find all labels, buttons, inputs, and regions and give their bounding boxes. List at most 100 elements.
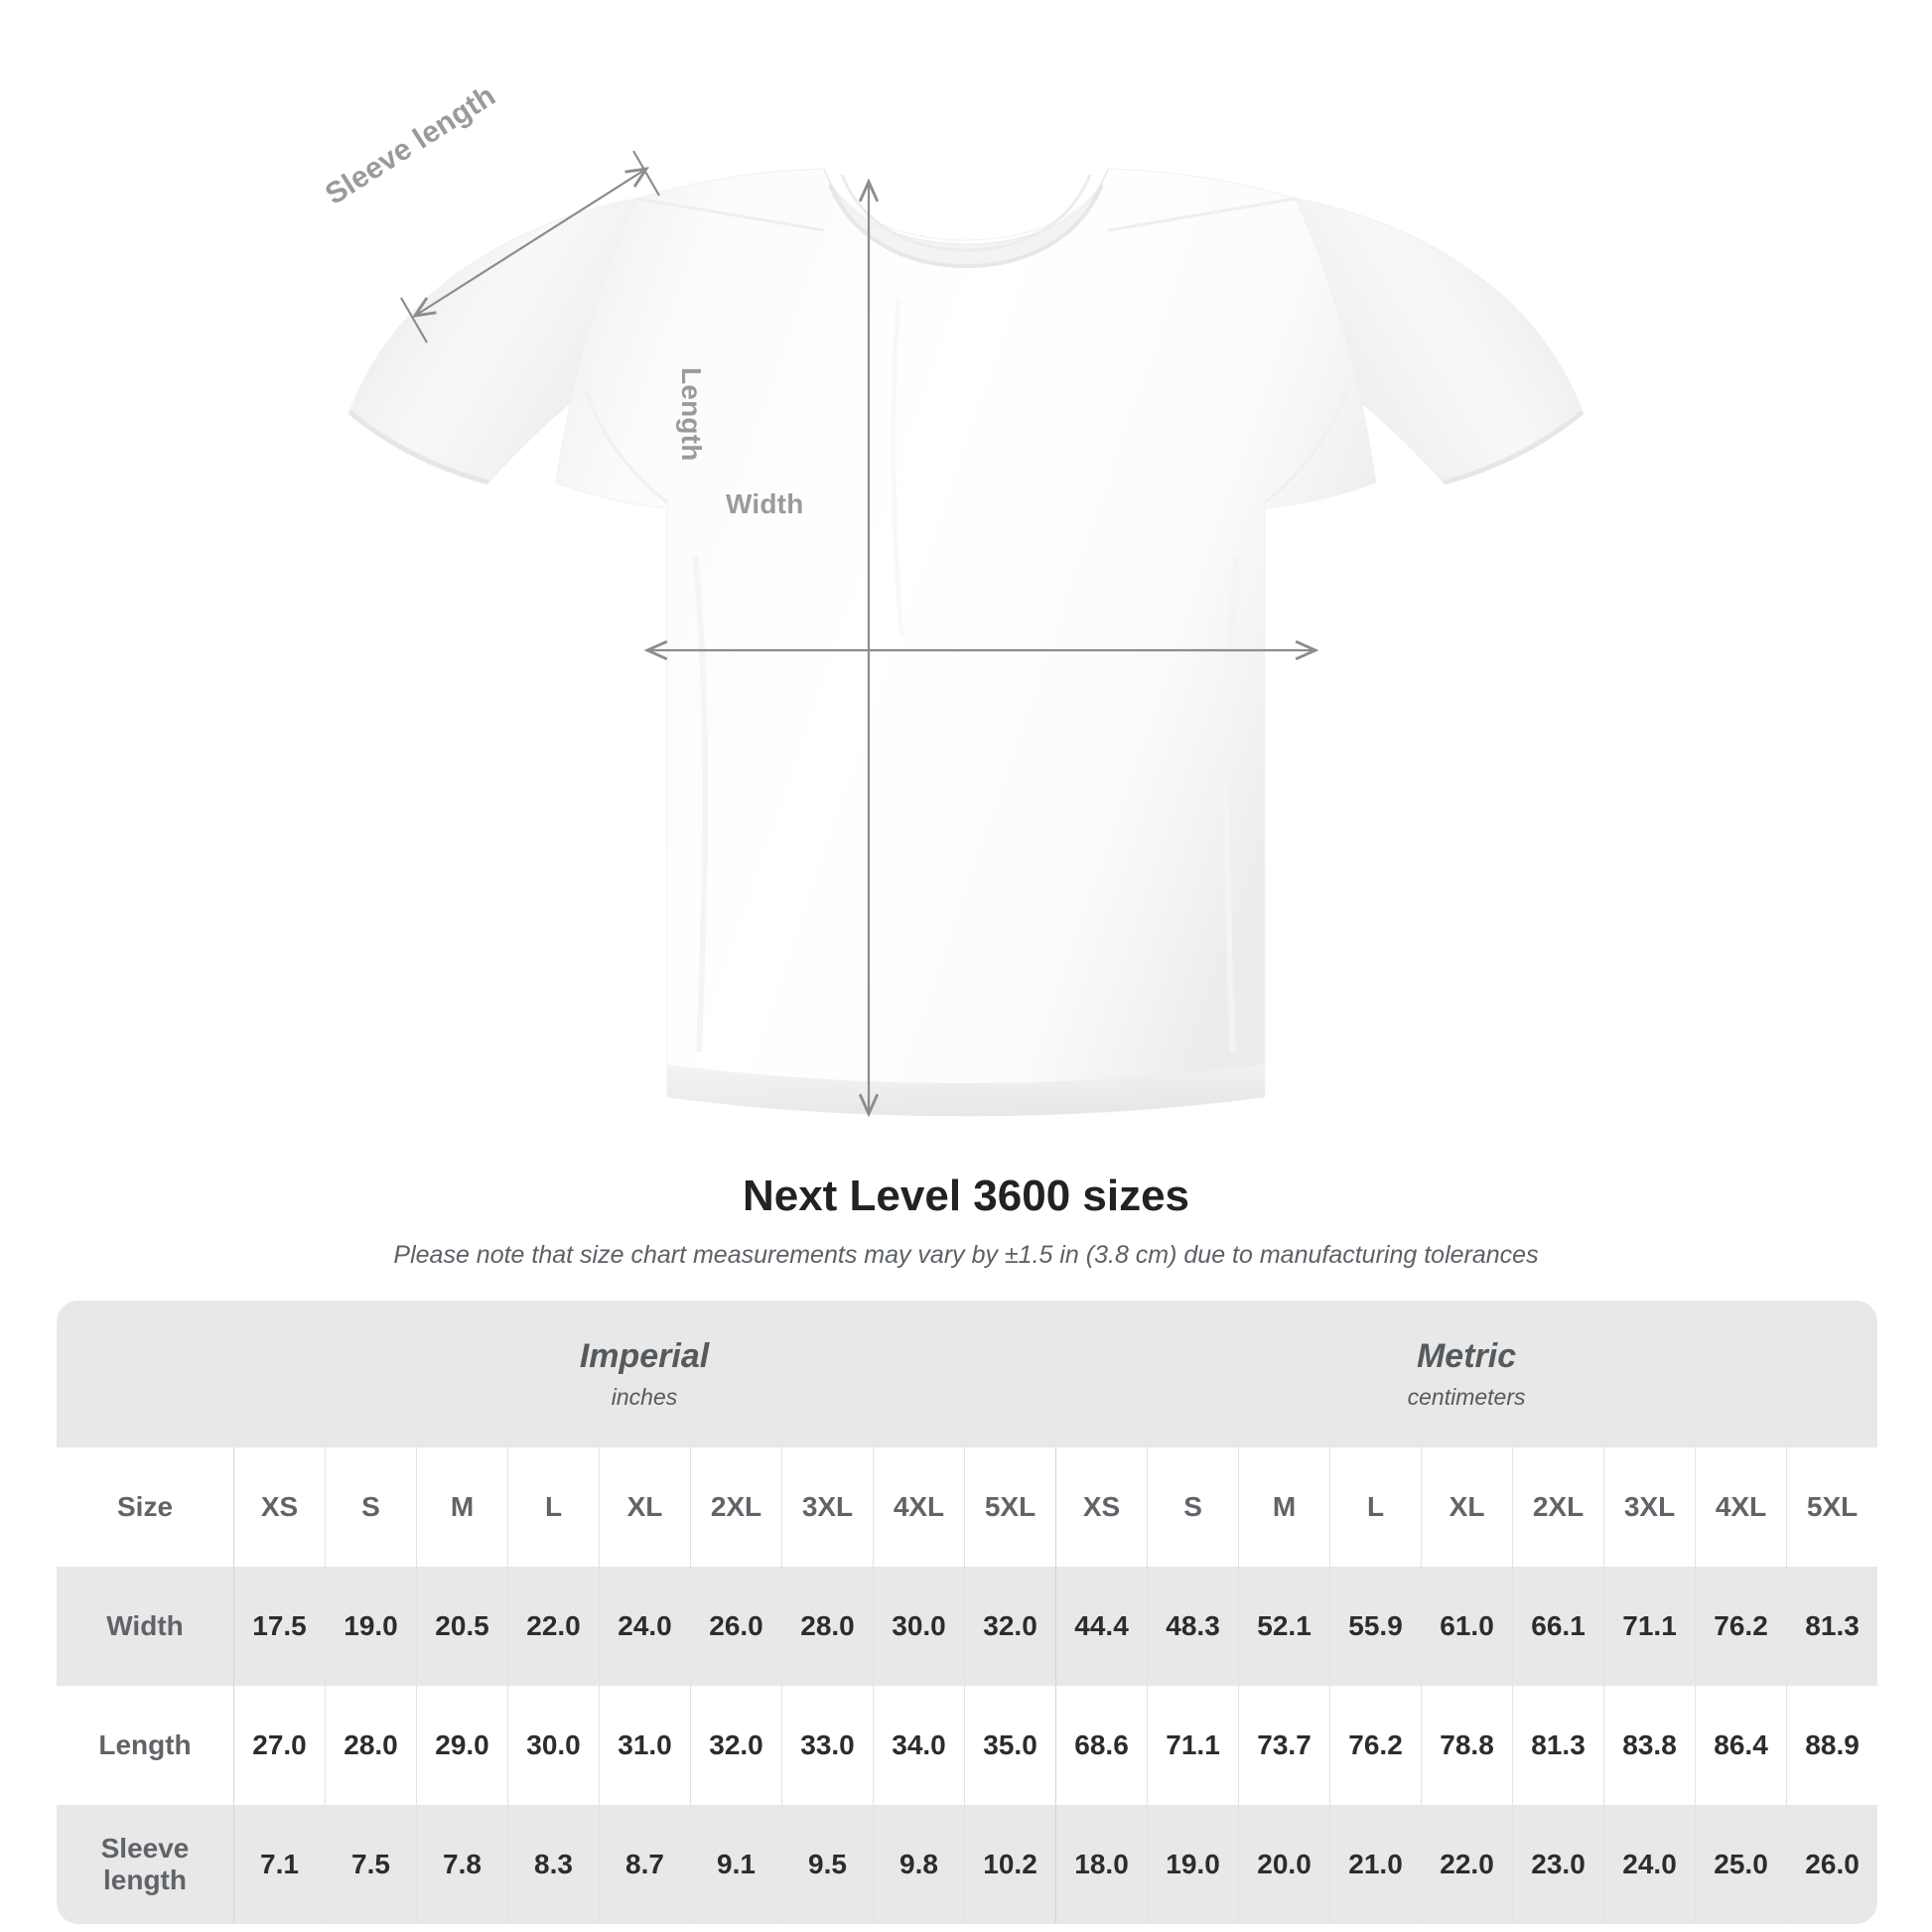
cell-sleeve-imp-0: 7.1 xyxy=(233,1805,325,1924)
cell-width-met-1: 48.3 xyxy=(1147,1567,1239,1686)
row-label-length: Length xyxy=(57,1686,233,1805)
cell-width-met-6: 71.1 xyxy=(1603,1567,1696,1686)
sleeve-length-arrow xyxy=(412,167,649,318)
unit-band-spacer xyxy=(57,1301,233,1448)
cell-length-imp-5: 32.0 xyxy=(690,1686,781,1805)
cell-width-met-3: 55.9 xyxy=(1329,1567,1422,1686)
size-col-met-3: L xyxy=(1329,1448,1422,1567)
table-row: Length 27.0 28.0 29.0 30.0 31.0 32.0 33.… xyxy=(57,1686,1878,1805)
unit-metric-sub: centimeters xyxy=(1407,1384,1526,1411)
cell-length-met-6: 83.8 xyxy=(1603,1686,1696,1805)
cell-sleeve-met-8: 26.0 xyxy=(1786,1805,1878,1924)
size-col-imp-8: 5XL xyxy=(964,1448,1056,1567)
size-col-met-8: 5XL xyxy=(1786,1448,1878,1567)
table-row: Sleeve length 7.1 7.5 7.8 8.3 8.7 9.1 9.… xyxy=(57,1805,1878,1924)
cell-width-met-0: 44.4 xyxy=(1055,1567,1148,1686)
cell-sleeve-met-6: 24.0 xyxy=(1603,1805,1696,1924)
cell-length-met-5: 81.3 xyxy=(1512,1686,1604,1805)
cell-sleeve-imp-7: 9.8 xyxy=(873,1805,964,1924)
cell-width-met-7: 76.2 xyxy=(1695,1567,1787,1686)
size-col-imp-5: 2XL xyxy=(690,1448,781,1567)
unit-imperial-sub: inches xyxy=(611,1384,678,1411)
title-block: Next Level 3600 sizes Please note that s… xyxy=(0,1172,1932,1270)
cell-length-imp-7: 34.0 xyxy=(873,1686,964,1805)
cell-width-met-5: 66.1 xyxy=(1512,1567,1604,1686)
cell-width-imp-0: 17.5 xyxy=(233,1567,325,1686)
size-col-met-1: S xyxy=(1147,1448,1239,1567)
size-col-met-5: 2XL xyxy=(1512,1448,1604,1567)
tshirt-illustration: Sleeve length Length Width xyxy=(320,79,1585,1118)
size-chart-table: Imperial inches Metric centimeters Size … xyxy=(57,1301,1878,1924)
unit-imperial-name: Imperial xyxy=(579,1336,710,1375)
cell-length-met-7: 86.4 xyxy=(1695,1686,1787,1805)
cell-length-imp-1: 28.0 xyxy=(325,1686,416,1805)
tshirt-graphic xyxy=(347,150,1585,1118)
cell-width-imp-3: 22.0 xyxy=(507,1567,599,1686)
cell-width-met-4: 61.0 xyxy=(1421,1567,1513,1686)
cell-length-imp-3: 30.0 xyxy=(507,1686,599,1805)
cell-width-imp-1: 19.0 xyxy=(325,1567,416,1686)
size-col-imp-1: S xyxy=(325,1448,416,1567)
cell-width-imp-2: 20.5 xyxy=(416,1567,507,1686)
cell-sleeve-met-0: 18.0 xyxy=(1055,1805,1148,1924)
cell-sleeve-imp-1: 7.5 xyxy=(325,1805,416,1924)
size-col-imp-7: 4XL xyxy=(873,1448,964,1567)
cell-width-imp-4: 24.0 xyxy=(599,1567,690,1686)
size-col-imp-0: XS xyxy=(233,1448,325,1567)
cell-length-imp-2: 29.0 xyxy=(416,1686,507,1805)
table-row: Width 17.5 19.0 20.5 22.0 24.0 26.0 28.0… xyxy=(57,1567,1878,1686)
row-label-width: Width xyxy=(57,1567,233,1686)
cell-length-met-4: 78.8 xyxy=(1421,1686,1513,1805)
cell-sleeve-met-2: 20.0 xyxy=(1238,1805,1330,1924)
cell-length-imp-4: 31.0 xyxy=(599,1686,690,1805)
size-col-met-4: XL xyxy=(1421,1448,1513,1567)
cell-width-imp-6: 28.0 xyxy=(781,1567,873,1686)
size-col-imp-3: L xyxy=(507,1448,599,1567)
tolerance-note: Please note that size chart measurements… xyxy=(393,1240,1539,1269)
unit-imperial-cell: Imperial inches xyxy=(233,1301,1056,1448)
cell-sleeve-met-4: 22.0 xyxy=(1421,1805,1513,1924)
cell-sleeve-met-3: 21.0 xyxy=(1329,1805,1422,1924)
size-col-met-2: M xyxy=(1238,1448,1330,1567)
cell-width-met-8: 81.3 xyxy=(1786,1567,1878,1686)
unit-metric-cell: Metric centimeters xyxy=(1055,1301,1878,1448)
cell-sleeve-met-1: 19.0 xyxy=(1147,1805,1239,1924)
cell-length-met-8: 88.9 xyxy=(1786,1686,1878,1805)
cell-sleeve-imp-8: 10.2 xyxy=(964,1805,1056,1924)
width-annotation: Width xyxy=(726,488,804,519)
size-col-imp-6: 3XL xyxy=(781,1448,873,1567)
cell-sleeve-imp-4: 8.7 xyxy=(599,1805,690,1924)
size-col-imp-4: XL xyxy=(599,1448,690,1567)
cell-length-met-0: 68.6 xyxy=(1055,1686,1148,1805)
tshirt-body xyxy=(347,168,1585,1117)
cell-length-met-3: 76.2 xyxy=(1329,1686,1422,1805)
cell-sleeve-imp-5: 9.1 xyxy=(690,1805,781,1924)
size-col-met-6: 3XL xyxy=(1603,1448,1696,1567)
cell-length-imp-8: 35.0 xyxy=(964,1686,1056,1805)
cell-sleeve-imp-3: 8.3 xyxy=(507,1805,599,1924)
cell-width-imp-7: 30.0 xyxy=(873,1567,964,1686)
page-title: Next Level 3600 sizes xyxy=(742,1172,1190,1220)
row-label-sleeve-length: Sleeve length xyxy=(57,1805,233,1924)
size-header-row: Size XS S M L XL 2XL 3XL 4XL 5XL XS S M … xyxy=(57,1448,1878,1567)
cell-width-met-2: 52.1 xyxy=(1238,1567,1330,1686)
measurement-arrows xyxy=(400,150,1319,1118)
cell-length-imp-0: 27.0 xyxy=(233,1686,325,1805)
cell-width-imp-8: 32.0 xyxy=(964,1567,1056,1686)
size-col-met-7: 4XL xyxy=(1695,1448,1787,1567)
cell-sleeve-met-7: 25.0 xyxy=(1695,1805,1787,1924)
cell-width-imp-5: 26.0 xyxy=(690,1567,781,1686)
cell-length-met-2: 73.7 xyxy=(1238,1686,1330,1805)
size-col-imp-2: M xyxy=(416,1448,507,1567)
cell-length-met-1: 71.1 xyxy=(1147,1686,1239,1805)
unit-header-row: Imperial inches Metric centimeters xyxy=(57,1301,1878,1448)
cell-length-imp-6: 33.0 xyxy=(781,1686,873,1805)
size-header-label: Size xyxy=(57,1448,233,1567)
cell-sleeve-met-5: 23.0 xyxy=(1512,1805,1604,1924)
cell-sleeve-imp-2: 7.8 xyxy=(416,1805,507,1924)
cell-sleeve-imp-6: 9.5 xyxy=(781,1805,873,1924)
unit-metric-name: Metric xyxy=(1416,1336,1517,1375)
size-chart-table-wrapper: Imperial inches Metric centimeters Size … xyxy=(57,1301,1878,1924)
size-col-met-0: XS xyxy=(1055,1448,1148,1567)
